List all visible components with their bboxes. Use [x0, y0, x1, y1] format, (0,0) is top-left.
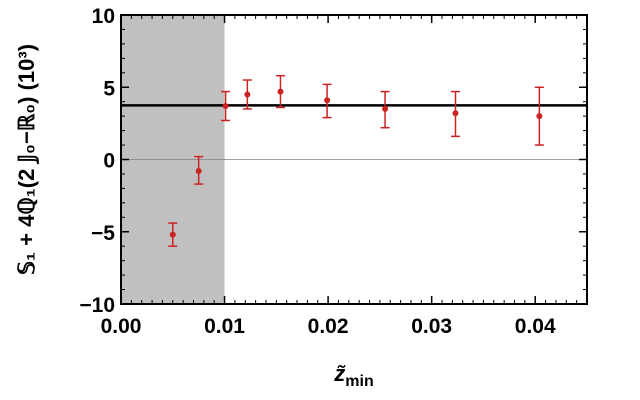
point-marker [452, 110, 459, 117]
y-axis-label: 𝕊₁ + 4ℚ₁(2 𝕁₀−ℝ₀) (10³) [14, 44, 39, 275]
x-tick-label: 0.03 [411, 315, 452, 338]
point-marker [324, 97, 331, 104]
point-marker [222, 103, 229, 110]
y-tick-label: −5 [91, 222, 115, 245]
x-tick-label: 0.04 [515, 315, 556, 338]
data-point-8 [534, 86, 544, 146]
x-axis-label-main: z̃ [333, 361, 345, 386]
x-axis-label: z̃min [333, 361, 373, 390]
point-marker [244, 91, 251, 98]
data-point-1 [194, 155, 204, 185]
x-axis-label-subscript: min [345, 373, 373, 390]
axes: 0.00 0.01 0.02 0.03 0.04 10 5 0 −5 −10 [79, 5, 588, 338]
y-tick-label: 10 [92, 5, 115, 28]
data-point-0 [168, 222, 178, 247]
point-marker [277, 88, 284, 95]
point-marker [536, 113, 543, 120]
data-point-3 [242, 79, 252, 110]
y-tick-label: 5 [103, 77, 115, 100]
point-marker [382, 105, 389, 112]
x-tick-label: 0.00 [101, 315, 142, 338]
x-tick-label: 0.02 [308, 315, 349, 338]
data-point-6 [380, 90, 390, 129]
data-point-4 [275, 74, 285, 109]
point-marker [195, 168, 202, 175]
y-tick-label: 0 [103, 150, 115, 173]
x-tick-label: 0.01 [204, 315, 245, 338]
y-tick-label: −10 [79, 294, 115, 317]
data-point-5 [322, 83, 332, 119]
point-marker [169, 231, 176, 238]
plot-area [121, 15, 587, 304]
data-point-7 [450, 90, 460, 138]
data-point-2 [221, 90, 231, 122]
